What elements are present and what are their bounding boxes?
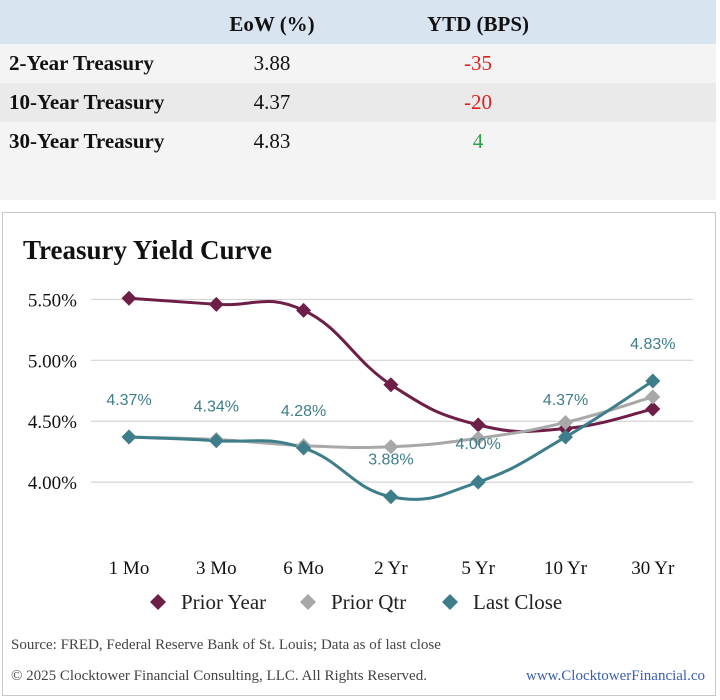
copyright-note: © 2025 Clocktower Financial Consulting, … [11, 668, 427, 684]
y-tick-label: 4.50% [28, 412, 77, 433]
prior-year-point [645, 401, 661, 417]
prior-qtr-point [383, 439, 399, 455]
legend-label: Prior Year [181, 590, 266, 614]
x-tick-label: 10 Yr [544, 558, 588, 579]
row-name: 10-Year Treasury [9, 90, 165, 114]
yield-curve-chart: Treasury Yield Curve 4.00% 4.50% 5.00% 5.50… [23, 235, 693, 614]
treasury-yield-table: EoW (%) YTD (BPS) 2-Year Treasury 3.88 -… [0, 0, 716, 200]
x-tick-label: 6 Mo [283, 558, 324, 579]
row-eow: 4.37 [253, 90, 291, 114]
website-link[interactable]: www.ClocktowerFinancial.co [526, 668, 705, 684]
data-label: 4.83% [630, 336, 675, 353]
last-close-point [645, 373, 661, 389]
row-eow: 3.88 [253, 51, 291, 75]
y-tick-label: 5.00% [28, 351, 77, 372]
data-label: 3.88% [368, 452, 413, 469]
row-ytd: -20 [464, 90, 492, 114]
prior-qtr-point [645, 389, 661, 405]
last-close-point [296, 440, 312, 456]
legend-marker [300, 594, 316, 610]
legend-marker [150, 594, 166, 610]
last-close-point [121, 429, 137, 445]
legend-label: Last Close [473, 590, 562, 614]
last-close-point [558, 429, 573, 445]
data-label: 4.37% [106, 392, 151, 409]
data-label: 4.00% [456, 436, 501, 453]
legend-label: Prior Qtr [331, 590, 406, 614]
header-eow: EoW (%) [229, 12, 315, 36]
prior-year-point [470, 417, 486, 433]
prior-year-point [121, 290, 137, 306]
x-tick-label: 30 Yr [631, 558, 675, 579]
source-note: Source: FRED, Federal Reserve Bank of St… [11, 637, 441, 653]
table-row: 30-Year Treasury 4.83 4 [0, 122, 716, 161]
prior-qtr-point [558, 414, 573, 430]
x-tick-label: 5 Yr [461, 558, 495, 579]
row-ytd: -35 [464, 51, 492, 75]
prior-year-point [383, 377, 399, 393]
yield-curve-chart-panel: Treasury Yield Curve 4.00% 4.50% 5.00% 5.50… [2, 212, 716, 696]
table-row: 2-Year Treasury 3.88 -35 [0, 44, 716, 83]
prior-qtr-point [470, 430, 486, 446]
prior-year-point [208, 296, 224, 312]
prior-year-point [296, 302, 312, 318]
row-name: 30-Year Treasury [9, 129, 165, 153]
y-tick-label: 4.00% [28, 473, 77, 494]
data-label: 4.28% [281, 403, 326, 420]
table-row: 10-Year Treasury 4.37 -20 [0, 83, 716, 122]
y-tick-label: 5.50% [28, 290, 77, 311]
row-eow: 4.83 [253, 129, 291, 153]
row-ytd: 4 [472, 129, 484, 153]
header-ytd: YTD (BPS) [426, 12, 530, 36]
last-close-point [383, 489, 399, 505]
data-label: 4.34% [194, 399, 239, 416]
last-close-point [208, 433, 224, 449]
last-close-point [470, 474, 486, 490]
x-tick-label: 3 Mo [196, 558, 237, 579]
x-tick-label: 2 Yr [374, 558, 408, 579]
row-name: 2-Year Treasury [9, 51, 154, 75]
chart-title: Treasury Yield Curve [23, 235, 272, 265]
data-label: 4.37% [543, 392, 588, 409]
legend-marker [442, 594, 458, 610]
table-header: EoW (%) YTD (BPS) [0, 0, 716, 44]
x-tick-label: 1 Mo [109, 558, 150, 579]
